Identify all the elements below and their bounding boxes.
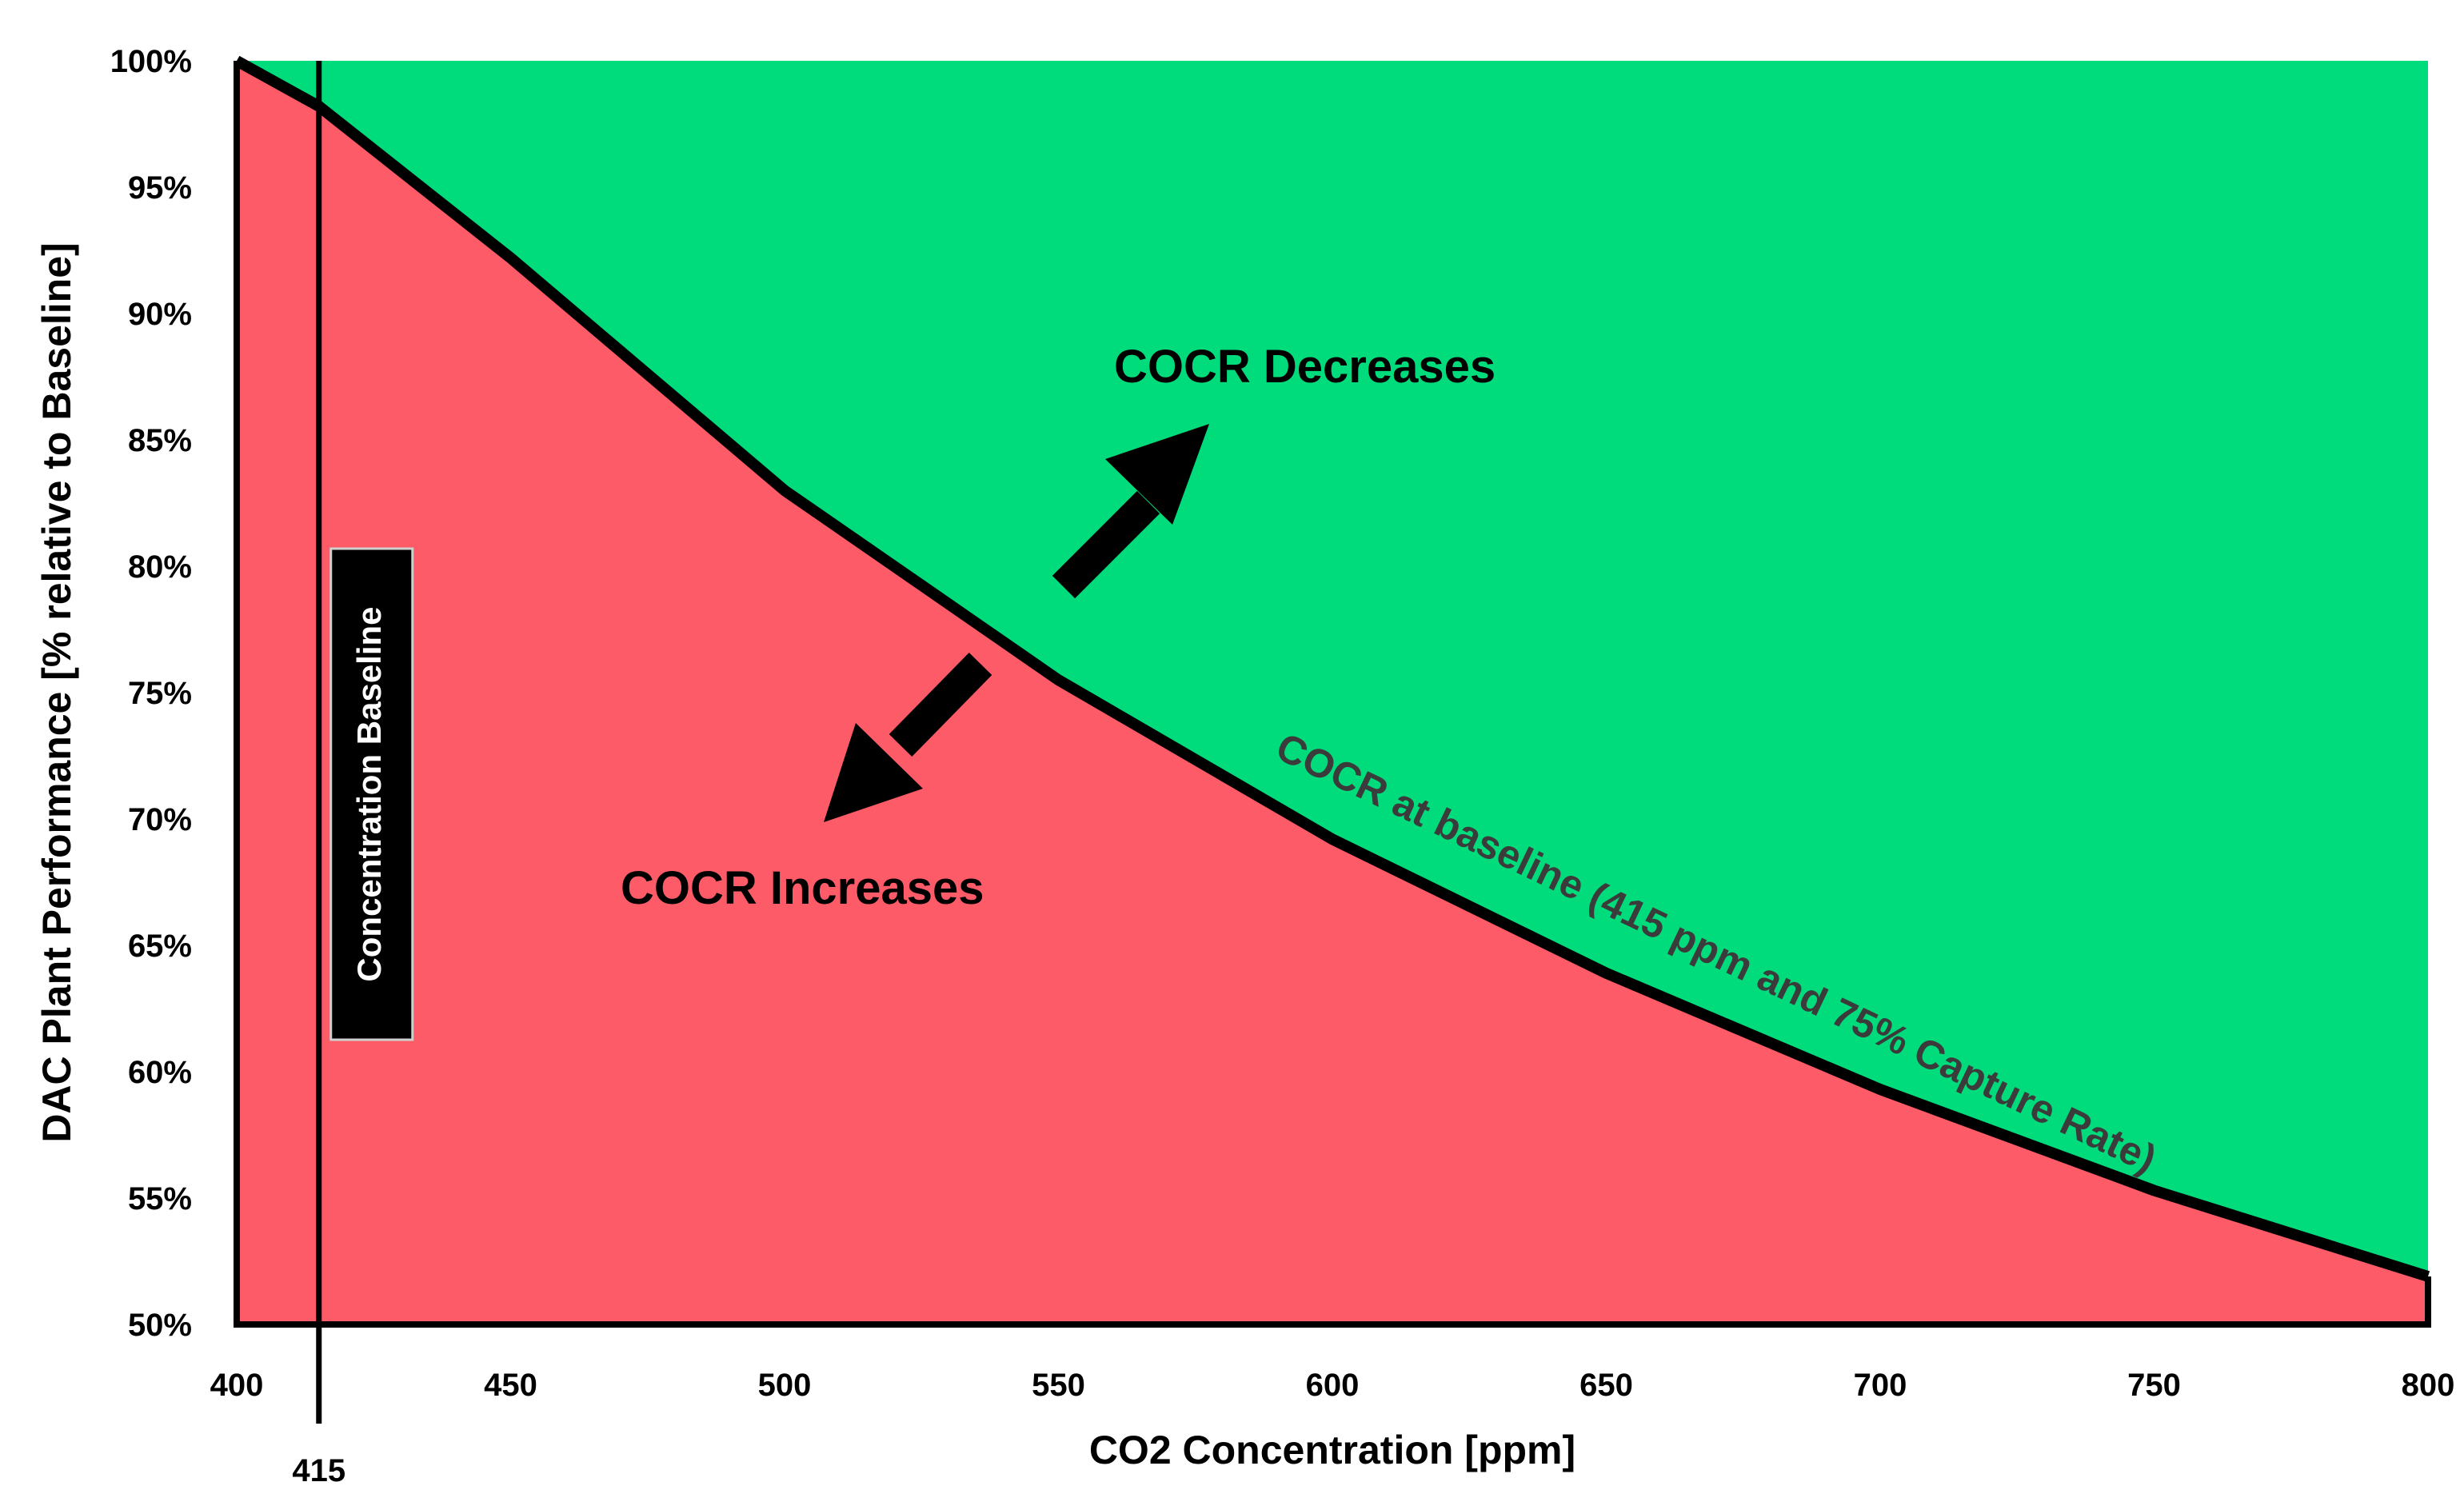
y-tick-label: 50% bbox=[128, 1308, 192, 1343]
arrow-down-head bbox=[824, 723, 923, 822]
y-tick-label: 60% bbox=[128, 1055, 192, 1090]
baseline-label-background bbox=[329, 547, 414, 1041]
arrow-up-icon bbox=[1052, 424, 1209, 599]
y-tick-label: 55% bbox=[128, 1181, 192, 1216]
x-axis-title: CO2 Concentration [ppm] bbox=[1089, 1428, 1575, 1472]
y-tick-label: 75% bbox=[128, 676, 192, 711]
x-tick-label: 500 bbox=[758, 1368, 812, 1403]
x-tick-label: 800 bbox=[2402, 1368, 2455, 1403]
plot-regions bbox=[237, 61, 2428, 1324]
area-cocr-increases bbox=[237, 61, 2428, 1324]
arrow-down-icon bbox=[824, 652, 992, 822]
plot-frame bbox=[234, 61, 2431, 1328]
y-tick-label: 80% bbox=[128, 549, 192, 585]
series-line-cocr-baseline bbox=[234, 55, 2430, 1282]
y-tick-labels: 50% 55% 60% 65% 70% 75% 80% 85% 90% 95% 100% bbox=[110, 44, 192, 1343]
x-tick-label: 600 bbox=[1306, 1368, 1360, 1403]
baseline-tick-label: 415 bbox=[292, 1453, 345, 1488]
arrow-down-shaft bbox=[889, 652, 992, 757]
y-tick-label: 85% bbox=[128, 423, 192, 458]
y-tick-label: 65% bbox=[128, 929, 192, 964]
arrow-up-shaft bbox=[1052, 490, 1160, 599]
x-tick-label: 750 bbox=[2127, 1368, 2181, 1403]
label-cocr-decreases: COCR Decreases bbox=[1114, 341, 1496, 393]
arrow-up-head bbox=[1105, 424, 1209, 525]
x-tick-label: 700 bbox=[1854, 1368, 1907, 1403]
y-tick-label: 90% bbox=[128, 297, 192, 332]
y-tick-label: 70% bbox=[128, 802, 192, 837]
x-tick-label: 400 bbox=[210, 1368, 264, 1403]
x-tick-labels: 400 450 500 550 600 650 700 750 800 bbox=[210, 1368, 2455, 1403]
x-tick-label: 650 bbox=[1579, 1368, 1633, 1403]
label-cocr-increases: COCR Increases bbox=[621, 862, 984, 914]
x-tick-label: 450 bbox=[484, 1368, 537, 1403]
x-tick-label: 550 bbox=[1032, 1368, 1085, 1403]
y-tick-label: 100% bbox=[110, 44, 192, 79]
area-cocr-decreases bbox=[237, 61, 2428, 1276]
y-axis-title: DAC Plant Performance [% relative to Bas… bbox=[34, 242, 79, 1142]
y-tick-label: 95% bbox=[128, 170, 192, 206]
baseline-label-box: Concentration Baseline bbox=[329, 547, 414, 1041]
baseline-label: Concentration Baseline bbox=[350, 606, 388, 981]
